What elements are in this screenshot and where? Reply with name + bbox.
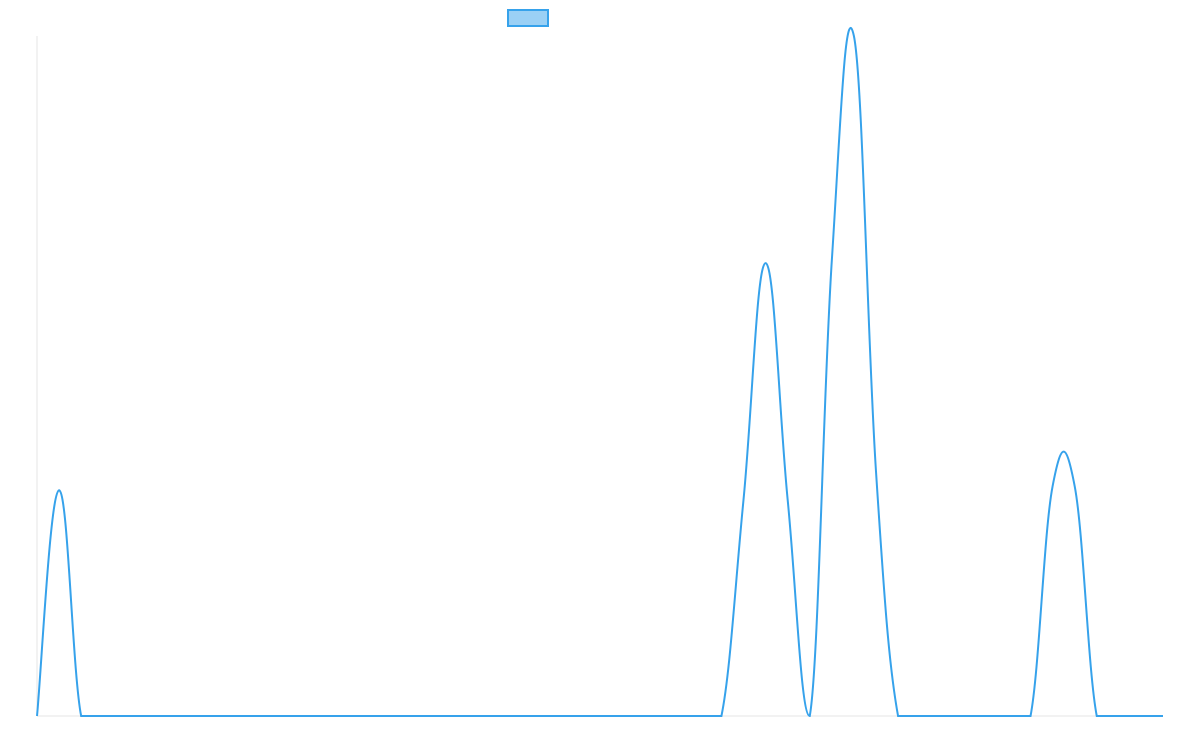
data-line (36, 27, 1163, 718)
legend-swatch (507, 9, 549, 27)
